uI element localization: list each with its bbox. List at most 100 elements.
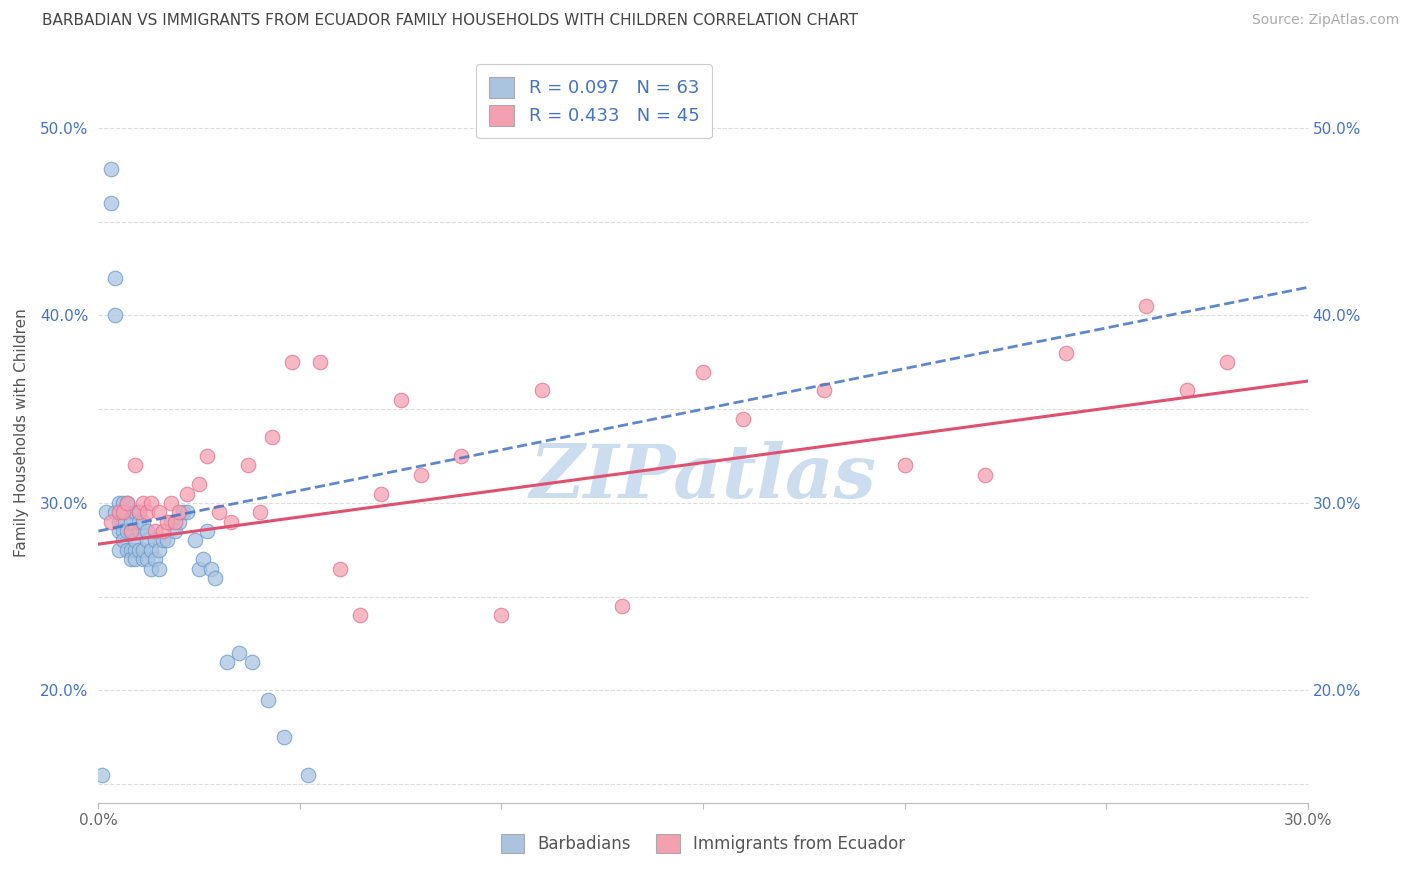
Point: [111, 496, 134, 510]
Text: Source: ZipAtlas.com: Source: ZipAtlas.com: [1251, 13, 1399, 28]
Point: [124, 533, 146, 548]
Point: [143, 524, 166, 538]
Point: [107, 524, 129, 538]
Point: [156, 515, 179, 529]
Point: [200, 561, 222, 575]
Point: [111, 505, 134, 519]
Point: [120, 515, 142, 529]
Point: [329, 561, 352, 575]
Point: [143, 552, 166, 566]
Point: [184, 533, 207, 548]
Point: [139, 542, 162, 557]
Point: [135, 552, 157, 566]
Point: [132, 542, 155, 557]
Point: [128, 542, 150, 557]
Point: [249, 505, 271, 519]
Point: [256, 692, 278, 706]
Point: [188, 561, 211, 575]
Point: [193, 552, 215, 566]
Point: [100, 515, 122, 529]
Point: [217, 655, 239, 669]
Point: [160, 496, 183, 510]
Point: [103, 271, 125, 285]
Point: [281, 355, 304, 369]
Point: [167, 505, 190, 519]
Point: [389, 392, 412, 407]
Point: [156, 533, 179, 548]
Point: [167, 515, 190, 529]
Point: [612, 599, 634, 613]
Point: [124, 458, 146, 473]
Point: [813, 384, 835, 398]
Point: [195, 449, 218, 463]
Point: [115, 505, 138, 519]
Point: [135, 524, 157, 538]
Point: [120, 524, 142, 538]
Point: [132, 496, 155, 510]
Point: [228, 646, 250, 660]
Point: [309, 355, 332, 369]
Point: [163, 515, 186, 529]
Point: [103, 505, 125, 519]
Point: [111, 515, 134, 529]
Point: [107, 505, 129, 519]
Point: [188, 477, 211, 491]
Point: [176, 505, 198, 519]
Point: [160, 515, 183, 529]
Point: [115, 542, 138, 557]
Point: [240, 655, 263, 669]
Point: [349, 608, 371, 623]
Point: [124, 542, 146, 557]
Point: [139, 496, 162, 510]
Point: [692, 365, 714, 379]
Point: [163, 524, 186, 538]
Point: [172, 505, 194, 519]
Point: [100, 162, 122, 177]
Point: [974, 467, 997, 482]
Point: [128, 505, 150, 519]
Point: [208, 505, 231, 519]
Point: [273, 730, 295, 744]
Point: [124, 505, 146, 519]
Point: [107, 496, 129, 510]
Y-axis label: Family Households with Children: Family Households with Children: [14, 309, 30, 557]
Point: [128, 515, 150, 529]
Point: [103, 309, 125, 323]
Point: [893, 458, 915, 473]
Point: [143, 533, 166, 548]
Point: [115, 524, 138, 538]
Point: [100, 196, 122, 211]
Point: [1054, 346, 1077, 360]
Text: ZIPatlas: ZIPatlas: [530, 441, 876, 513]
Point: [135, 505, 157, 519]
Point: [176, 486, 198, 500]
Point: [148, 505, 170, 519]
Point: [1175, 384, 1198, 398]
Text: BARBADIAN VS IMMIGRANTS FROM ECUADOR FAMILY HOUSEHOLDS WITH CHILDREN CORRELATION: BARBADIAN VS IMMIGRANTS FROM ECUADOR FAM…: [42, 13, 858, 29]
Legend: Barbadians, Immigrants from Ecuador: Barbadians, Immigrants from Ecuador: [492, 825, 914, 861]
Point: [260, 430, 283, 444]
Point: [733, 411, 755, 425]
Point: [1135, 299, 1157, 313]
Point: [111, 533, 134, 548]
Point: [120, 542, 142, 557]
Point: [120, 524, 142, 538]
Point: [111, 524, 134, 538]
Point: [148, 542, 170, 557]
Point: [152, 524, 174, 538]
Point: [297, 767, 319, 781]
Point: [107, 542, 129, 557]
Point: [236, 458, 259, 473]
Point: [148, 561, 170, 575]
Point: [91, 767, 114, 781]
Point: [107, 515, 129, 529]
Point: [96, 505, 118, 519]
Point: [530, 384, 553, 398]
Point: [135, 533, 157, 548]
Point: [132, 552, 155, 566]
Point: [409, 467, 432, 482]
Point: [115, 496, 138, 510]
Point: [120, 552, 142, 566]
Point: [152, 533, 174, 548]
Point: [370, 486, 392, 500]
